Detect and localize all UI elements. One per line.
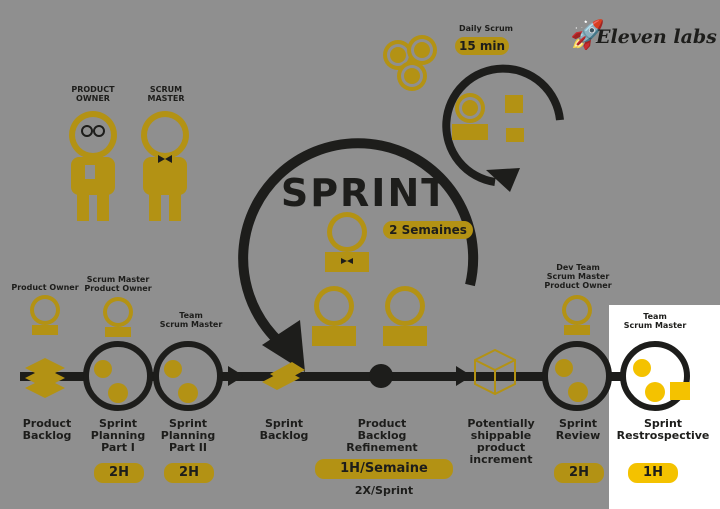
planning1-time-badge: 2H (94, 463, 144, 483)
planning-part1-circle (83, 297, 153, 411)
review-time-badge: 2H (554, 463, 604, 483)
planning2-attendees: Team Scrum Master (159, 311, 223, 329)
refinement-label: Product Backlog Refinement (346, 417, 418, 455)
retro-attendees: Team Scrum Master (623, 312, 687, 330)
daily-duration-badge: 15 min (455, 37, 509, 55)
planning1-label: Sprint Planning Part I (90, 417, 146, 455)
refinement-time-badge: 1H/Semaine (315, 459, 453, 479)
review-circle (542, 295, 612, 411)
backlog-stack-icon (25, 358, 65, 398)
review-attendees: Dev Team Scrum Master Product Owner (544, 263, 612, 290)
backlog-label: Product Backlog (22, 417, 72, 443)
sprint-title: SPRINT (280, 171, 450, 215)
sprint-duration-badge: 2 Semaines (383, 221, 473, 239)
increment-label: Potentially shippable product increment (467, 417, 535, 467)
planning1-attendees: Scrum Master Product Owner (84, 275, 152, 293)
planning-part2-circle (153, 341, 223, 411)
eleven-labs-logo: 🚀 (566, 16, 706, 66)
increment-cube-icon (474, 348, 516, 396)
planning2-label: Sprint Planning Part II (160, 417, 216, 455)
sprint-team-figures (312, 212, 427, 346)
review-label: Sprint Review (555, 417, 601, 443)
backlog-attendees: Product Owner (11, 283, 79, 292)
backlog-owner-figure (30, 295, 60, 335)
sprint-backlog-label: Sprint Backlog (259, 417, 309, 443)
logo-text: Eleven labs (596, 26, 717, 48)
retro-label: Sprint Restrospective (616, 417, 710, 443)
retro-time-badge: 1H (628, 463, 678, 483)
rocket-icon: 🚀 (570, 18, 605, 51)
timeline-arrow (20, 364, 640, 388)
label-product-owner: PRODUCT OWNER (71, 85, 115, 103)
sprint-backlog-icon (262, 362, 305, 390)
scrum-master-figure (141, 111, 189, 221)
retro-circle (620, 341, 690, 411)
planning2-time-badge: 2H (164, 463, 214, 483)
label-scrum-master: SCRUM MASTER (147, 85, 185, 103)
refinement-frequency: 2X/Sprint (354, 484, 414, 497)
product-owner-figure (69, 111, 117, 221)
daily-scrum-title: Daily Scrum (458, 24, 513, 33)
daily-team-figures (383, 35, 524, 142)
sprint-loop (238, 64, 564, 372)
